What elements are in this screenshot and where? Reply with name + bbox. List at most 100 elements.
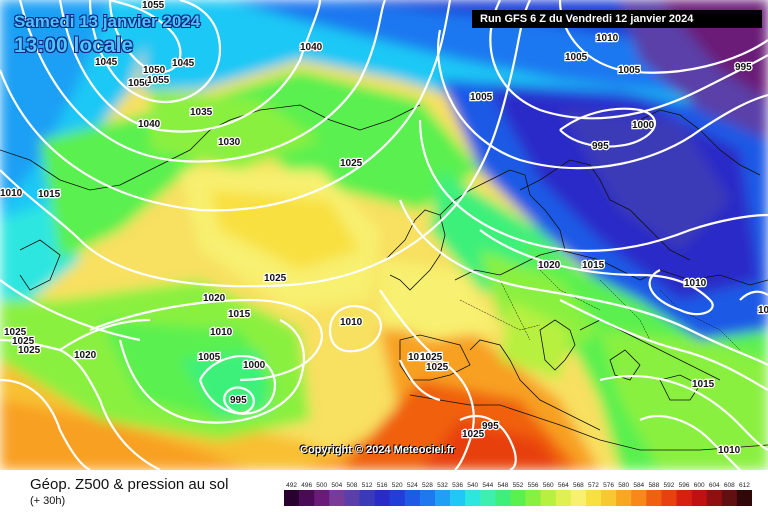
legend-swatch <box>661 490 677 506</box>
legend-swatch <box>329 490 345 506</box>
isobar-label: 1050 <box>143 65 166 76</box>
copyright-notice: Copyright © 2024 Meteociel.fr <box>300 444 455 456</box>
legend-swatch <box>404 490 421 506</box>
legend-value-label: 492 <box>286 482 297 489</box>
isobar-label: 1025 <box>264 273 287 284</box>
isobar-label: 1025 <box>462 429 485 440</box>
legend-value-label: 528 <box>422 482 433 489</box>
legend-value-label: 552 <box>513 482 524 489</box>
legend-value-label: 560 <box>543 482 554 489</box>
isobar-label: 1045 <box>95 57 118 68</box>
isobar-label: 1000 <box>243 360 266 371</box>
isobar-label: 1025 <box>340 158 363 169</box>
isobar-label: 1030 <box>218 137 241 148</box>
model-run-info: Run GFS 6 Z du Vendredi 12 janvier 2024 <box>472 10 762 28</box>
isobar-label: 1010 <box>684 278 707 289</box>
legend-value-label: 504 <box>331 482 342 489</box>
legend-value-label: 536 <box>452 482 463 489</box>
isobar-label: 1025 <box>4 327 27 338</box>
isobar-label: 1015 <box>692 379 715 390</box>
legend-swatch <box>555 490 572 506</box>
legend-value-label: 532 <box>437 482 448 489</box>
legend-swatch <box>676 490 692 506</box>
legend-swatch <box>540 490 557 506</box>
isobar-label: 995 <box>230 395 247 406</box>
isobar-labels: 1055 1045 1045 1050 1055 1050 1040 1040 … <box>0 0 768 457</box>
legend-swatch <box>419 490 436 506</box>
legend-swatch <box>299 490 315 506</box>
isobar-label: 1040 <box>300 42 323 53</box>
legend-swatch <box>721 490 738 506</box>
isobar-label: 1010 <box>408 352 431 363</box>
legend-swatch <box>465 490 481 506</box>
isobar-label: 1015 <box>38 189 61 200</box>
isobar-label: 1055 <box>142 0 165 11</box>
legend-value-label: 608 <box>724 482 735 489</box>
isobar-label: 1020 <box>74 350 97 361</box>
legend-value-label: 576 <box>603 482 614 489</box>
isobar-label: 1000 <box>632 120 655 131</box>
legend-value-label: 568 <box>573 482 584 489</box>
isobar-label: 995 <box>735 62 752 73</box>
isobar-label: 1010 <box>718 445 741 456</box>
legend-swatch <box>631 490 647 506</box>
isobar-label: 1010 <box>340 317 363 328</box>
legend-swatch <box>495 490 511 506</box>
isobar-label: 1035 <box>190 107 213 118</box>
legend-swatch <box>570 490 587 506</box>
legend-swatch <box>525 490 541 506</box>
legend-value-label: 496 <box>301 482 312 489</box>
isobar-label: 1025 <box>420 352 443 363</box>
legend-value-label: 584 <box>633 482 644 489</box>
forecast-hour-label: (+ 30h) <box>30 495 66 507</box>
isobar-label: 1020 <box>538 260 561 271</box>
parameter-label: Géop. Z500 & pression au sol <box>30 476 229 493</box>
legend-value-label: 540 <box>467 482 478 489</box>
legend-value-label: 588 <box>648 482 659 489</box>
legend-swatch <box>736 490 752 506</box>
color-legend: 492 496 500 504 508 512 516 520 524 528 532 536 540 5… <box>284 482 752 506</box>
legend-swatch <box>616 490 632 506</box>
isobar-label: 1050 <box>128 78 151 89</box>
legend-swatch <box>646 490 662 506</box>
legend-swatch <box>585 490 602 506</box>
legend-swatch <box>601 490 617 506</box>
forecast-local-time: 13:00 locale <box>14 34 134 57</box>
legend-value-label: 572 <box>588 482 599 489</box>
legend-swatch <box>450 490 466 506</box>
legend-swatch <box>374 490 390 506</box>
legend-swatch <box>284 490 300 506</box>
isobar-label: 1040 <box>138 119 161 130</box>
legend-value-label: 596 <box>679 482 690 489</box>
legend-swatch <box>359 490 375 506</box>
legend-swatch <box>434 490 451 506</box>
legend-swatch <box>691 490 708 506</box>
isobar-label: 995 <box>482 421 499 432</box>
isobar-label: 1010 <box>596 33 619 44</box>
forecast-date: Samedi 13 janvier 2024 <box>14 12 201 31</box>
isobar-label: 1015 <box>228 309 251 320</box>
forecast-map: 1055 1045 1045 1050 1055 1050 1040 1040 … <box>0 0 768 470</box>
legend-value-label: 556 <box>528 482 539 489</box>
legend-value-label: 516 <box>377 482 388 489</box>
isobar-label: 995 <box>592 141 609 152</box>
legend-value-label: 580 <box>618 482 629 489</box>
legend-swatch <box>480 490 496 506</box>
isobar-label: 1005 <box>198 352 221 363</box>
legend-swatch <box>706 490 723 506</box>
legend-value-label: 520 <box>392 482 403 489</box>
isobar-label: 1010 <box>758 305 768 316</box>
isobar-label: 1015 <box>582 260 605 271</box>
legend-swatch <box>510 490 526 506</box>
isobar-label: 1020 <box>203 293 226 304</box>
legend-value-label: 500 <box>316 482 327 489</box>
legend-value-label: 548 <box>497 482 508 489</box>
legend-value-label: 564 <box>558 482 569 489</box>
legend-value-label: 592 <box>664 482 675 489</box>
isobar-lines <box>0 0 768 470</box>
isobar-label: 1005 <box>618 65 641 76</box>
isobar-label: 1045 <box>172 58 195 69</box>
isobar-label: 1010 <box>0 188 23 199</box>
isobar-label: 1005 <box>470 92 493 103</box>
